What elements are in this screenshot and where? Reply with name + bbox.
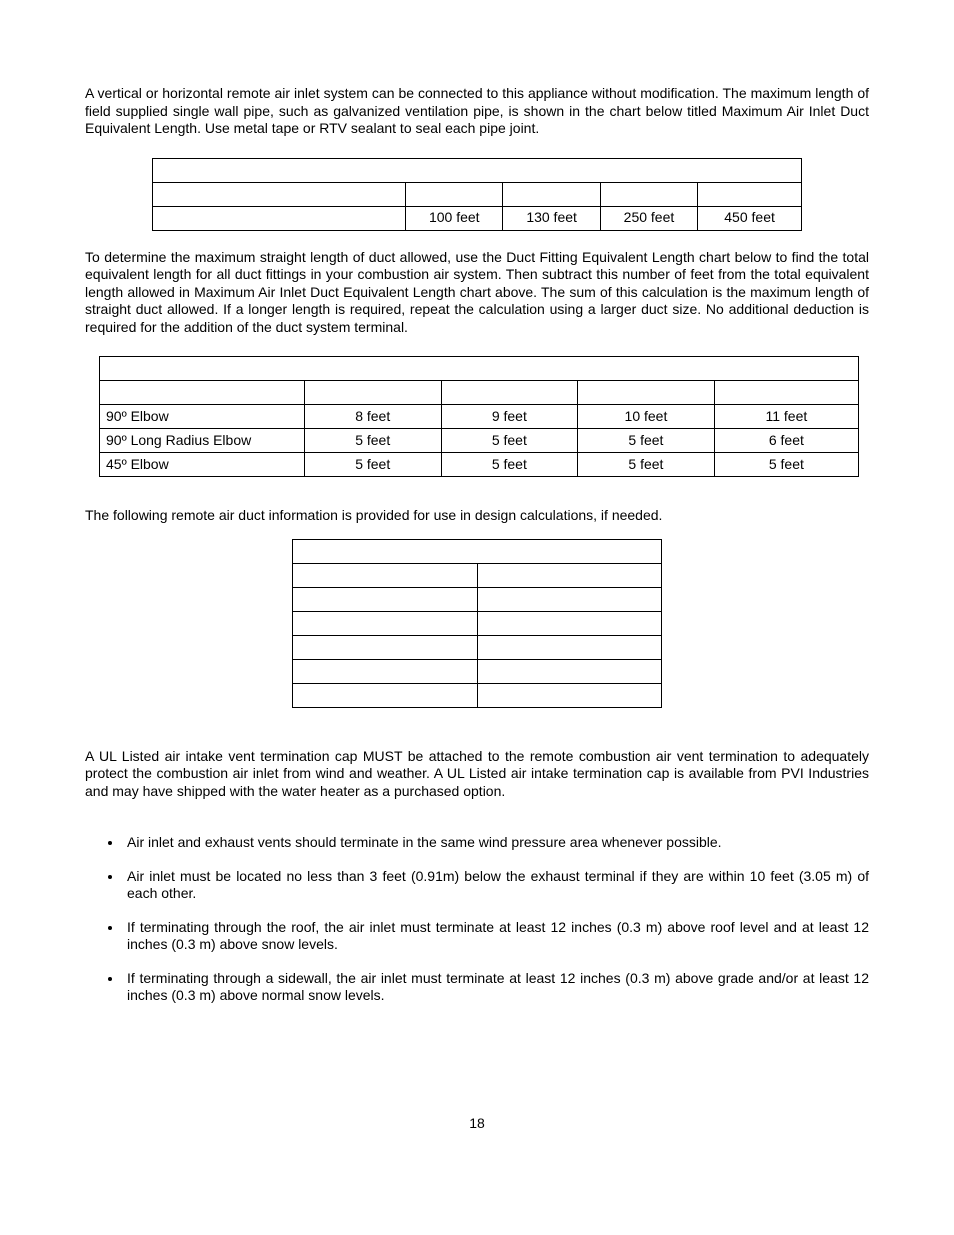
page: A vertical or horizontal remote air inle… <box>0 0 954 1172</box>
table-header-cell <box>100 357 859 381</box>
table-cell <box>293 683 478 707</box>
bullet-list: Air inlet and exhaust vents should termi… <box>85 834 869 1005</box>
table-cell <box>714 381 858 405</box>
table-cell: 100 feet <box>406 206 503 230</box>
table-cell <box>600 182 697 206</box>
paragraph-1: A vertical or horizontal remote air inle… <box>85 85 869 138</box>
table-cell <box>477 635 662 659</box>
table-cell <box>441 381 578 405</box>
table-cell <box>153 182 406 206</box>
table-cell <box>698 182 802 206</box>
table-cell: 5 feet <box>714 453 858 477</box>
table-cell: 10 feet <box>578 405 715 429</box>
table-row <box>293 659 662 683</box>
table-cell: 11 feet <box>714 405 858 429</box>
table-cell: 5 feet <box>304 453 441 477</box>
list-item: Air inlet and exhaust vents should termi… <box>123 834 869 852</box>
table-row <box>153 182 802 206</box>
table-cell <box>293 659 478 683</box>
table-row: 90º Elbow 8 feet 9 feet 10 feet 11 feet <box>100 405 859 429</box>
table-cell <box>477 611 662 635</box>
table-cell <box>153 206 406 230</box>
table-cell <box>293 539 662 563</box>
table-cell <box>293 635 478 659</box>
table-max-length: 100 feet 130 feet 250 feet 450 feet <box>152 158 802 231</box>
table-cell: 5 feet <box>304 429 441 453</box>
table-cell <box>100 381 305 405</box>
list-item: If terminating through the roof, the air… <box>123 919 869 954</box>
table-cell <box>477 563 662 587</box>
table-row <box>293 635 662 659</box>
table-row: 45º Elbow 5 feet 5 feet 5 feet 5 feet <box>100 453 859 477</box>
table-cell <box>503 182 600 206</box>
table-row <box>293 611 662 635</box>
table-cell <box>304 381 441 405</box>
table-cell: 130 feet <box>503 206 600 230</box>
table-row <box>100 357 859 381</box>
list-item: Air inlet must be located no less than 3… <box>123 868 869 903</box>
table-cell <box>293 611 478 635</box>
table-cell <box>293 563 478 587</box>
table-cell: 450 feet <box>698 206 802 230</box>
table-cell: 90º Elbow <box>100 405 305 429</box>
list-item: If terminating through a sidewall, the a… <box>123 970 869 1005</box>
table-cell: 9 feet <box>441 405 578 429</box>
page-number: 18 <box>85 1115 869 1133</box>
table-cell: 5 feet <box>441 429 578 453</box>
table-row <box>293 563 662 587</box>
table-cell <box>406 182 503 206</box>
table-cell: 8 feet <box>304 405 441 429</box>
table-row: 90º Long Radius Elbow 5 feet 5 feet 5 fe… <box>100 429 859 453</box>
table-cell <box>578 381 715 405</box>
table-row <box>293 587 662 611</box>
table-cell <box>477 587 662 611</box>
table-row <box>153 158 802 182</box>
table-cell <box>477 683 662 707</box>
table-cell: 5 feet <box>441 453 578 477</box>
table-cell: 250 feet <box>600 206 697 230</box>
table-cell: 90º Long Radius Elbow <box>100 429 305 453</box>
table-row <box>293 539 662 563</box>
table-cell <box>293 587 478 611</box>
table-row: 100 feet 130 feet 250 feet 450 feet <box>153 206 802 230</box>
table-cell: 45º Elbow <box>100 453 305 477</box>
table-cell: 5 feet <box>578 429 715 453</box>
table-row <box>100 381 859 405</box>
table-header-cell <box>153 158 802 182</box>
paragraph-3: The following remote air duct informatio… <box>85 507 869 525</box>
paragraph-4: A UL Listed air intake vent termination … <box>85 748 869 801</box>
table-fitting-equivalent: 90º Elbow 8 feet 9 feet 10 feet 11 feet … <box>99 356 859 477</box>
table-design-calc <box>292 539 662 708</box>
table-row <box>293 683 662 707</box>
table-cell <box>477 659 662 683</box>
paragraph-2: To determine the maximum straight length… <box>85 249 869 337</box>
table-cell: 6 feet <box>714 429 858 453</box>
table-cell: 5 feet <box>578 453 715 477</box>
